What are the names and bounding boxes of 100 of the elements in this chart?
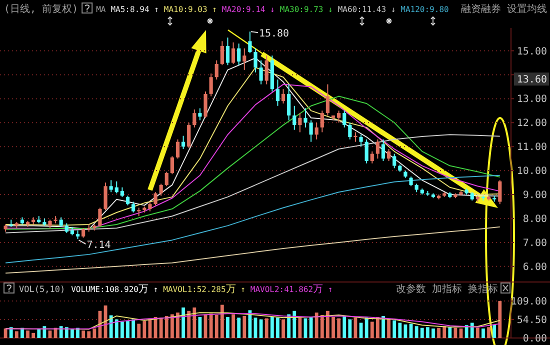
candlestick bbox=[292, 105, 296, 130]
candlestick bbox=[326, 84, 330, 116]
candlestick bbox=[281, 88, 286, 104]
candlestick bbox=[220, 40, 224, 66]
bar bbox=[59, 326, 63, 338]
candlestick bbox=[354, 132, 358, 142]
candlestick bbox=[264, 55, 268, 85]
bar bbox=[87, 331, 91, 338]
bar bbox=[259, 319, 263, 338]
bar bbox=[176, 312, 180, 338]
candlestick bbox=[298, 112, 302, 133]
bar bbox=[137, 324, 141, 338]
bar bbox=[270, 316, 274, 338]
candlestick bbox=[82, 228, 86, 238]
candlestick bbox=[304, 108, 308, 128]
bar bbox=[264, 318, 268, 338]
series-label: MAVOL1:52.285万 ↑ bbox=[163, 284, 246, 295]
y-tick-label: 7.00 bbox=[522, 238, 547, 249]
candlestick bbox=[120, 186, 124, 198]
bar bbox=[420, 328, 424, 338]
candlestick bbox=[198, 108, 202, 121]
candlestick bbox=[64, 222, 68, 234]
bar bbox=[342, 316, 346, 338]
bar bbox=[276, 318, 280, 338]
candlestick bbox=[387, 148, 391, 162]
candlestick bbox=[187, 122, 191, 148]
candlestick bbox=[104, 182, 108, 211]
bar bbox=[470, 322, 474, 338]
candlestick bbox=[348, 122, 352, 140]
bar bbox=[398, 322, 402, 338]
bar bbox=[370, 322, 374, 338]
candlestick bbox=[392, 153, 396, 169]
text: MA30:9.73 ↓ bbox=[280, 5, 333, 14]
bar bbox=[82, 330, 86, 338]
bar bbox=[32, 332, 36, 338]
bar bbox=[42, 326, 46, 338]
candlestick bbox=[114, 180, 118, 194]
text: MA120:9.80 bbox=[400, 5, 450, 14]
candlestick bbox=[376, 138, 380, 160]
annotation: 15.80 bbox=[258, 28, 290, 40]
bar bbox=[76, 328, 80, 338]
y-tick-label: 11.00 bbox=[516, 142, 547, 154]
candlestick bbox=[314, 122, 318, 140]
candlestick bbox=[342, 110, 346, 128]
bar bbox=[364, 318, 368, 338]
bar bbox=[482, 328, 485, 338]
bar bbox=[392, 320, 396, 338]
bar bbox=[332, 316, 335, 338]
bar bbox=[237, 318, 241, 338]
candlestick bbox=[214, 60, 218, 80]
candlestick bbox=[98, 207, 102, 228]
bar bbox=[132, 319, 136, 338]
bar bbox=[114, 319, 118, 338]
candlestick bbox=[226, 37, 230, 66]
candlestick bbox=[320, 110, 324, 133]
bar bbox=[242, 316, 246, 338]
candlestick bbox=[259, 60, 263, 85]
text: 加指标 bbox=[432, 283, 462, 295]
chart-subtitle: (日线, 前复权) bbox=[4, 3, 78, 15]
bar bbox=[126, 321, 130, 338]
bar bbox=[64, 327, 68, 338]
bar bbox=[120, 322, 124, 338]
candlestick bbox=[242, 48, 246, 70]
series-label: MAVOL2:41.862万 ↑ bbox=[250, 284, 333, 295]
candlestick bbox=[248, 31, 252, 54]
bar bbox=[214, 314, 218, 338]
candlestick bbox=[309, 120, 313, 142]
bar bbox=[464, 325, 468, 338]
bar bbox=[70, 330, 74, 338]
candlestick bbox=[381, 138, 386, 162]
candlestick bbox=[154, 192, 158, 206]
candlestick bbox=[181, 135, 186, 150]
candlestick bbox=[204, 91, 208, 118]
bar bbox=[209, 314, 213, 338]
candlestick bbox=[498, 180, 502, 205]
bar bbox=[26, 330, 30, 338]
candlestick bbox=[159, 183, 163, 196]
bar bbox=[498, 301, 502, 338]
bar bbox=[476, 328, 480, 338]
y-tick-label: 10.00 bbox=[516, 166, 547, 178]
candlestick bbox=[176, 138, 180, 160]
bar bbox=[487, 327, 490, 338]
bar bbox=[326, 310, 330, 338]
candlestick bbox=[126, 195, 130, 206]
candlestick bbox=[132, 201, 136, 214]
candlestick bbox=[254, 48, 258, 73]
bar bbox=[387, 319, 391, 338]
annotation: 7.14 bbox=[86, 240, 111, 252]
candlestick bbox=[276, 79, 280, 106]
text: MA10:9.03 ↑ bbox=[164, 5, 217, 14]
text: MA20:9.14 ↓ bbox=[222, 5, 275, 14]
candlestick bbox=[170, 156, 174, 175]
bar bbox=[187, 310, 191, 338]
candlestick bbox=[359, 134, 363, 148]
candlestick bbox=[109, 180, 113, 193]
bar bbox=[248, 310, 252, 338]
text: 融资融券 bbox=[461, 3, 501, 15]
bar bbox=[437, 328, 440, 338]
bar bbox=[159, 318, 163, 338]
annotation: 13.60 bbox=[516, 74, 547, 86]
